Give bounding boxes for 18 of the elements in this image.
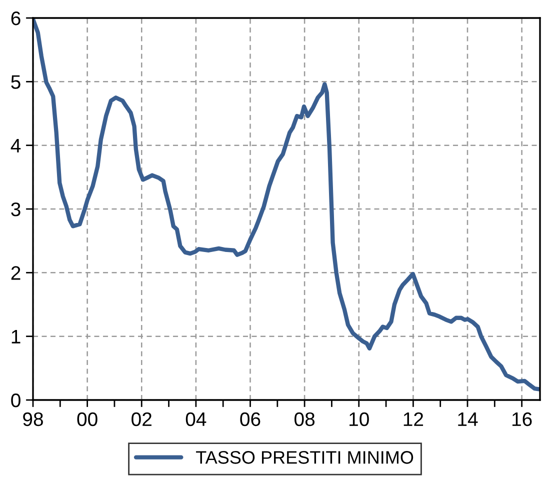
x-tick-label: 06 [240, 412, 260, 426]
x-tick-label: 10 [350, 412, 369, 426]
y-tick-label: 0 [11, 393, 20, 408]
legend-label: TASSO PRESTITI MINIMO [196, 451, 414, 464]
y-tick-label: 2 [11, 266, 20, 280]
x-tick-label: 08 [294, 412, 315, 426]
y-tick-label: 5 [11, 75, 20, 89]
x-tick-label: 04 [186, 412, 206, 426]
x-tick-label: 16 [512, 412, 532, 426]
x-tick-label: 98 [23, 412, 43, 426]
y-tick-label: 3 [11, 202, 20, 216]
y-tick-label: 4 [10, 139, 21, 152]
x-tick-label: 14 [458, 412, 478, 426]
y-tick-label: 1 [12, 330, 20, 344]
x-tick-label: 02 [132, 412, 152, 426]
y-tick-label: 6 [11, 11, 20, 26]
x-tick-label: 12 [404, 412, 424, 426]
x-tick-label: 00 [77, 412, 98, 426]
